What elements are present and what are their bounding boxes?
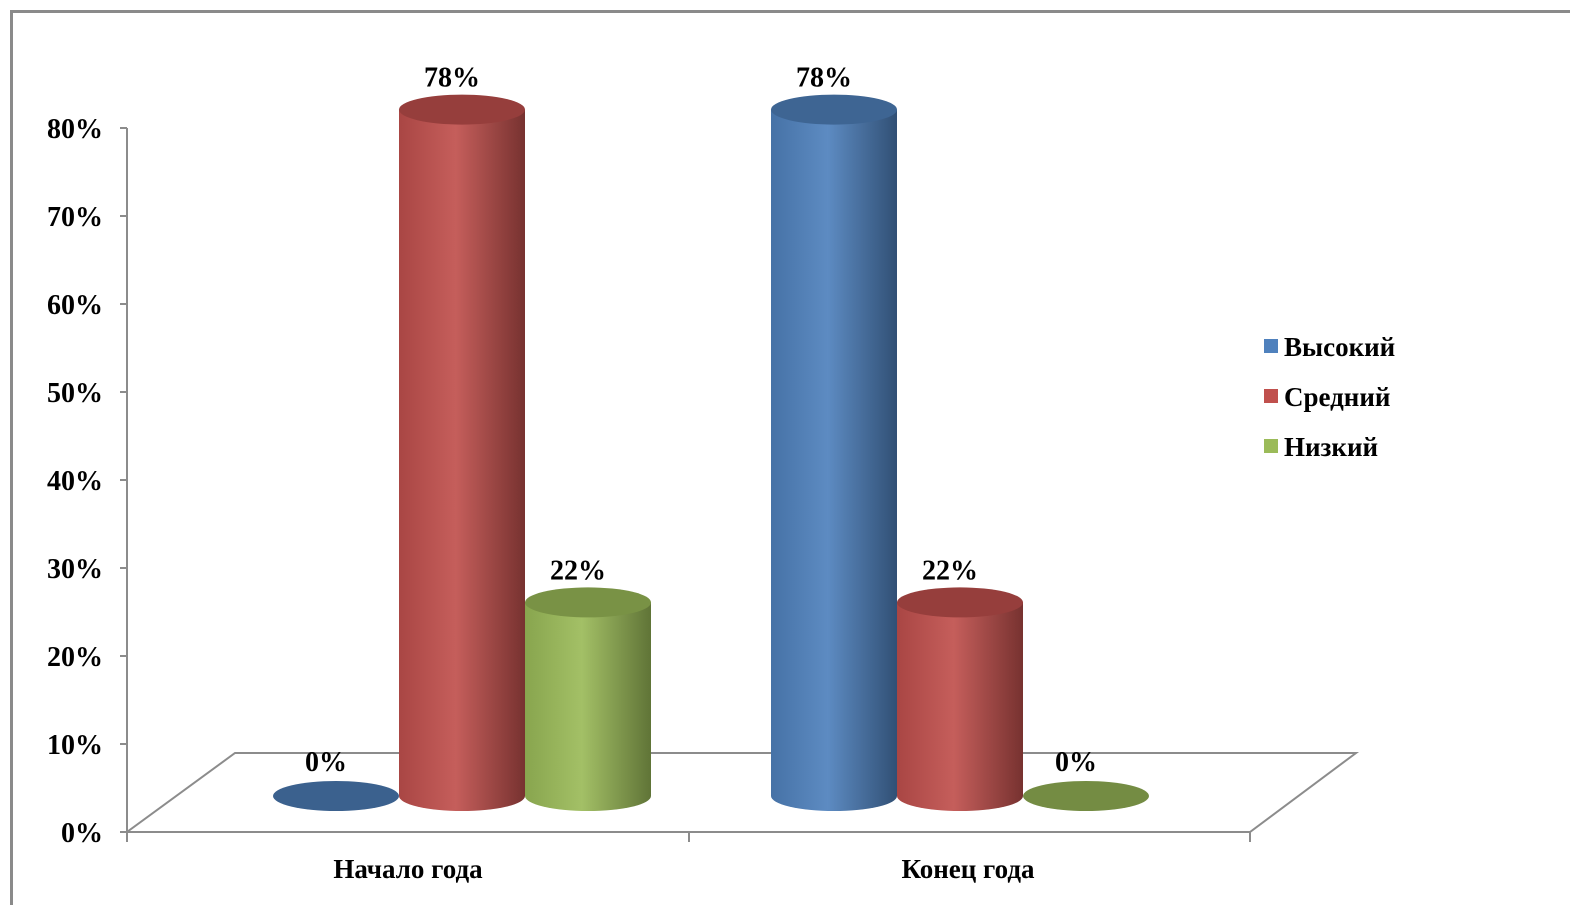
legend: Высокий Средний Низкий <box>1264 332 1395 462</box>
category-label: Конец года <box>901 854 1035 884</box>
bar-2-0 <box>525 587 651 811</box>
y-tick-label: 0% <box>61 818 103 849</box>
bar-body <box>771 109 897 812</box>
y-tick-label: 40% <box>47 466 103 497</box>
bar-body <box>399 109 525 812</box>
bar-top <box>399 94 525 125</box>
category-axis: Начало года Конец года <box>333 854 1035 884</box>
legend-swatch <box>1264 439 1278 453</box>
legend-label: Высокий <box>1284 332 1395 362</box>
legend-label: Средний <box>1284 382 1390 412</box>
bar-zero-disc <box>273 781 399 811</box>
bar-2-1 <box>1023 781 1149 811</box>
plot-area <box>273 94 1149 812</box>
y-tick-label: 30% <box>47 554 103 585</box>
bar-0-1 <box>771 94 897 812</box>
bar-top <box>897 587 1023 618</box>
chart-frame <box>10 10 1570 905</box>
bar-1-1 <box>897 587 1023 811</box>
y-tick-label: 70% <box>47 202 103 233</box>
bar-top <box>771 94 897 125</box>
value-axis: 0% 10% 20% 30% 40% 50% 60% 70% 80% <box>47 114 1251 849</box>
bar-body <box>525 602 651 811</box>
data-label: 0% <box>1055 747 1097 778</box>
y-tick-label: 80% <box>47 114 103 145</box>
legend-label: Низкий <box>1284 432 1378 462</box>
bar-zero-disc <box>1023 781 1149 811</box>
data-label: 22% <box>550 555 606 586</box>
legend-swatch <box>1264 339 1278 353</box>
legend-swatch <box>1264 389 1278 403</box>
data-label: 78% <box>424 63 480 94</box>
y-tick-label: 10% <box>47 730 103 761</box>
bar-top <box>525 587 651 618</box>
bar-1-0 <box>399 94 525 812</box>
bar-0-0 <box>273 781 399 811</box>
y-tick-label: 50% <box>47 378 103 409</box>
data-label: 0% <box>305 747 347 778</box>
y-tick-label: 60% <box>47 290 103 321</box>
data-labels: 0% 78% 22% 78% 22% 0% <box>305 63 1097 778</box>
data-label: 78% <box>796 63 852 94</box>
y-tick-label: 20% <box>47 642 103 673</box>
data-label: 22% <box>922 555 978 586</box>
category-label: Начало года <box>333 854 483 884</box>
bar-body <box>897 602 1023 811</box>
